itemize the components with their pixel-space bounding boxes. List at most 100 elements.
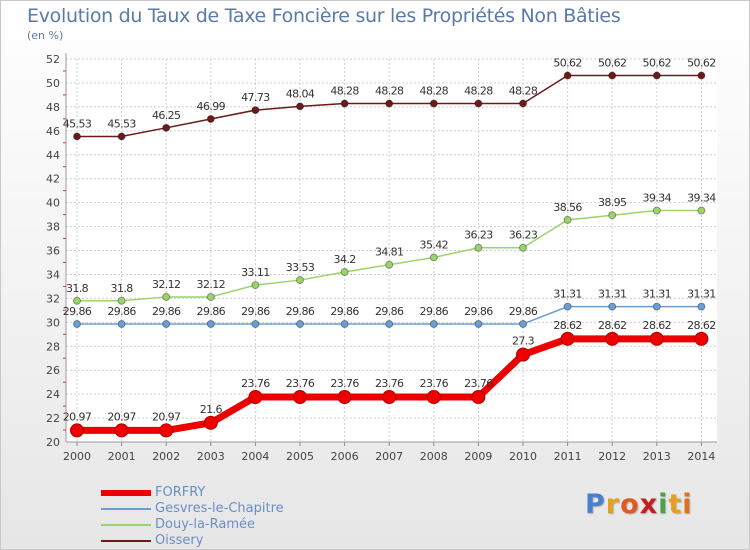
data-label: 47.73 [241,91,270,104]
data-label: 35.42 [420,238,449,251]
legend-label: FORFRY [155,485,206,500]
data-point [293,389,307,404]
data-label: 36.23 [464,229,493,242]
data-point [296,102,304,111]
data-point [697,302,706,311]
data-label: 23.76 [420,377,449,390]
data-point [694,331,709,346]
data-point [474,99,483,108]
data-label: 32.12 [152,278,181,291]
data-label: 38.95 [598,196,627,209]
data-point [652,71,661,80]
data-point [608,211,617,220]
data-point [117,132,126,141]
data-label: 33.11 [241,266,270,279]
legend-swatch-gesvres [101,508,151,510]
data-point [519,99,527,108]
data-label: 48.28 [420,85,449,98]
proxiti-logo: Proxiti [585,489,693,520]
data-point [73,132,81,141]
data-point [340,319,349,328]
data-label: 28.62 [643,319,672,332]
data-label: 29.86 [197,305,226,318]
logo-letter: t [668,489,683,520]
data-point [516,347,530,362]
data-point [251,281,260,290]
data-point [563,71,572,80]
x-tick-label: 2013 [643,450,671,463]
y-tick-label: 28 [46,340,60,353]
data-point [429,253,438,262]
data-point [385,260,394,269]
data-point [206,114,215,123]
x-tick-label: 2009 [464,450,492,463]
logo-letter: o [620,489,640,520]
y-tick-label: 46 [46,125,60,138]
x-tick-label: 2010 [509,450,537,463]
logo-letter: r [605,489,621,520]
data-point [563,302,572,311]
data-label: 31.8 [111,282,134,295]
y-tick-label: 26 [46,364,60,377]
legend-swatch-oissery [101,540,151,542]
x-tick-label: 2002 [152,450,180,463]
data-label: 23.76 [464,377,493,390]
data-point [337,389,352,404]
data-label: 39.34 [687,192,716,205]
x-tick-label: 2007 [375,450,403,463]
data-label: 28.62 [687,319,716,332]
data-label: 48.28 [375,85,404,98]
data-label: 32.12 [197,278,226,291]
chart-unit-label: (en %) [27,29,64,42]
data-label: 31.31 [553,288,582,301]
x-tick-label: 2006 [331,450,359,463]
logo-letter: x [639,489,659,520]
data-point [560,331,575,346]
data-label: 45.53 [107,117,136,130]
data-point [385,99,394,108]
data-label: 48.28 [330,85,359,98]
data-label: 39.34 [643,192,672,205]
data-label: 23.76 [375,377,404,390]
data-label: 23.76 [330,377,359,390]
data-label: 45.53 [63,117,92,130]
legend-swatch-forfry [101,490,151,496]
data-label: 50.62 [687,57,716,70]
data-point [608,71,617,80]
data-label: 31.8 [66,282,89,295]
data-label: 50.62 [598,57,627,70]
data-label: 31.31 [643,288,672,301]
data-point [296,276,304,285]
data-point [429,99,438,108]
data-point [385,319,394,328]
data-point [73,296,81,305]
y-tick-label: 34 [46,268,60,281]
x-tick-label: 2000 [63,450,91,463]
data-label: 50.62 [643,57,672,70]
data-point [206,292,215,301]
y-tick-label: 38 [46,221,60,234]
data-point [471,389,486,404]
data-point [426,389,441,404]
data-label: 28.62 [598,319,627,332]
data-point [608,302,617,311]
x-tick-label: 2001 [108,450,136,463]
chart-title: Evolution du Taux de Taxe Foncière sur l… [27,5,621,27]
legend-swatch-douy [101,524,151,526]
y-tick-label: 40 [46,197,60,210]
data-label: 48.28 [464,85,493,98]
y-tick-label: 20 [46,436,60,449]
y-tick-label: 42 [46,173,60,186]
data-label: 29.86 [107,305,136,318]
data-label: 29.86 [464,305,493,318]
legend-label: Gesvres-le-Chapitre [155,501,284,516]
data-point [248,389,263,404]
data-point [251,319,260,328]
data-label: 28.62 [553,319,582,332]
data-label: 48.04 [286,87,315,100]
data-label: 46.25 [152,109,181,122]
data-point [340,99,349,108]
y-tick-label: 30 [46,316,60,329]
data-label: 50.62 [553,57,582,70]
